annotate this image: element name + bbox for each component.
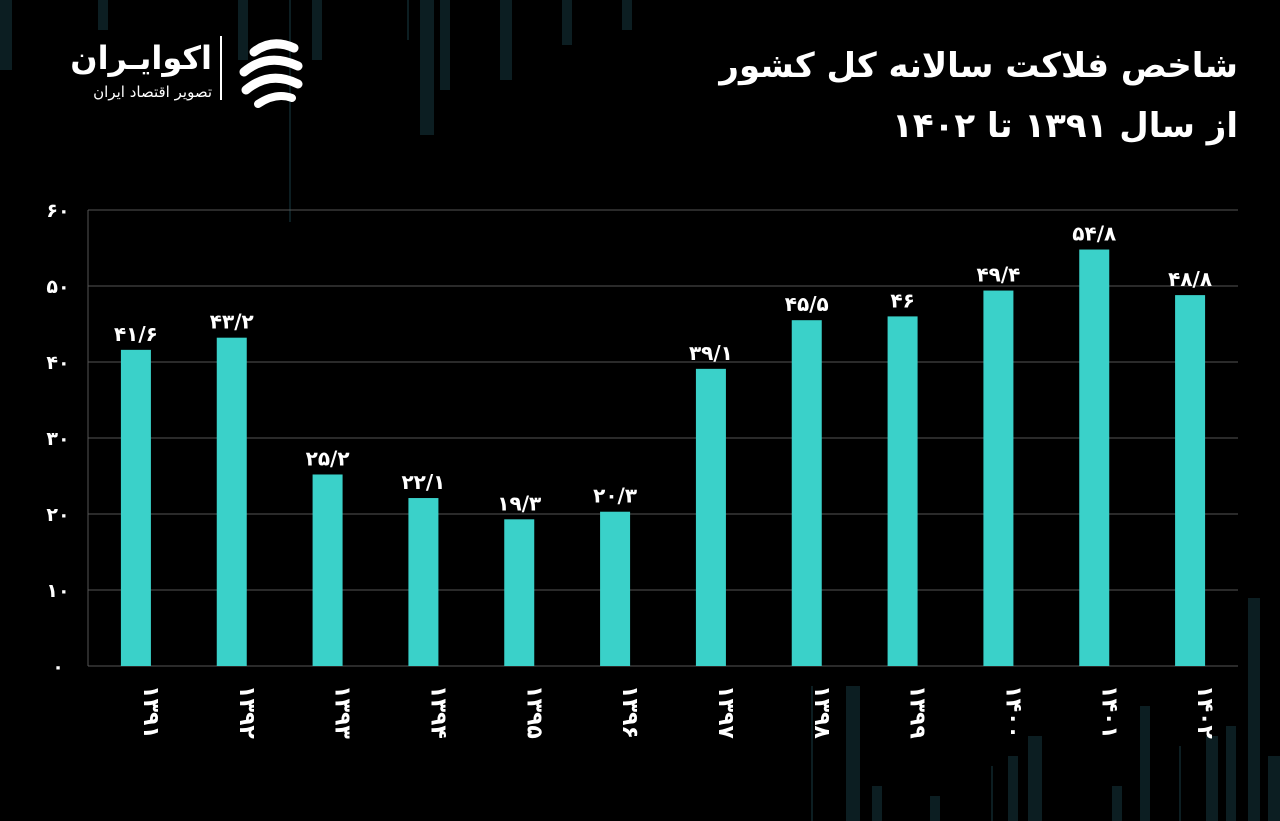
- x-tick-label: ۱۴۰۰: [1000, 685, 1025, 739]
- x-tick-label: ۱۳۹۳: [330, 685, 355, 739]
- bar: [216, 337, 247, 666]
- x-tick-label: ۱۳۹۴: [425, 685, 450, 739]
- bar: [504, 519, 535, 666]
- bar: [887, 316, 918, 666]
- value-label: ۲۵/۲: [306, 446, 350, 470]
- chart-title-line1: شاخص فلاکت سالانه کل کشور: [719, 46, 1238, 86]
- bar: [408, 498, 439, 666]
- x-tick-label: ۱۳۹۱: [138, 685, 163, 739]
- y-tick-label: ۶۰: [46, 200, 69, 222]
- y-tick-label: ۵۰: [46, 276, 69, 298]
- brand-logo: اکوایـران تصویر اقتصاد ایران: [50, 30, 320, 110]
- value-label: ۲۰/۳: [593, 484, 637, 508]
- x-axis-labels: ۱۳۹۱ ۱۳۹۲ ۱۳۹۳ ۱۳۹۴ ۱۳۹۵ ۱۳۹۶ ۱۳۹۷ ۱۳۹۸ ۱۳۹۹ ۱۴۰۰…: [138, 685, 1217, 739]
- bar: [791, 320, 822, 666]
- logo-tagline: تصویر اقتصاد ایران: [93, 83, 212, 101]
- value-label: ۴۳/۲: [210, 310, 254, 334]
- bars: [120, 249, 1206, 666]
- value-label: ۴۵/۵: [785, 292, 829, 316]
- x-tick-label: ۱۴۰۱: [1096, 685, 1121, 739]
- logo-name: اکوایـران: [70, 39, 212, 77]
- ekoiran-swirl-icon: [239, 39, 303, 108]
- y-axis-ticks: ۰ ۱۰ ۲۰ ۳۰ ۴۰ ۵۰ ۶۰: [46, 200, 69, 678]
- value-label: ۴۹/۴: [976, 263, 1020, 287]
- bar: [983, 290, 1014, 666]
- bar: [695, 368, 726, 666]
- gridlines: [87, 209, 1238, 667]
- x-tick-label: ۱۳۹۸: [809, 685, 834, 739]
- x-tick-label: ۱۳۹۲: [234, 685, 259, 739]
- chart-title-line2: از سال ۱۳۹۱ تا ۱۴۰۲: [892, 106, 1238, 146]
- y-tick-label: ۴۰: [46, 352, 69, 374]
- x-tick-label: ۱۳۹۹: [905, 685, 930, 739]
- x-tick-label: ۱۳۹۵: [521, 685, 546, 739]
- y-tick-label: ۲۰: [46, 504, 69, 526]
- bar: [1175, 295, 1206, 666]
- bar: [600, 511, 631, 666]
- value-label: ۴۱/۶: [114, 322, 158, 346]
- bar: [1079, 249, 1110, 666]
- value-label: ۳۹/۱: [689, 341, 733, 365]
- y-tick-label: ۱۰: [46, 580, 69, 602]
- value-label: ۱۹/۳: [497, 491, 541, 515]
- x-tick-label: ۱۴۰۲: [1192, 685, 1217, 739]
- value-label: ۲۲/۱: [401, 470, 445, 494]
- x-tick-label: ۱۳۹۷: [713, 685, 738, 739]
- value-label: ۴۶: [890, 288, 914, 312]
- bar: [120, 349, 151, 666]
- y-tick-label: ۰: [52, 656, 64, 678]
- value-labels: ۴۱/۶ ۴۳/۲ ۲۵/۲ ۲۲/۱ ۱۹/۳ ۲۰/۳ ۳۹/۱ ۴۵/۵ ۴۶ ۴۹/۴ ۵۴…: [114, 222, 1212, 516]
- value-label: ۵۴/۸: [1072, 222, 1116, 246]
- bar: [312, 474, 343, 666]
- logo-divider: [220, 36, 222, 100]
- y-tick-label: ۳۰: [46, 428, 69, 450]
- value-label: ۴۸/۸: [1168, 267, 1212, 291]
- x-tick-label: ۱۳۹۶: [617, 685, 642, 739]
